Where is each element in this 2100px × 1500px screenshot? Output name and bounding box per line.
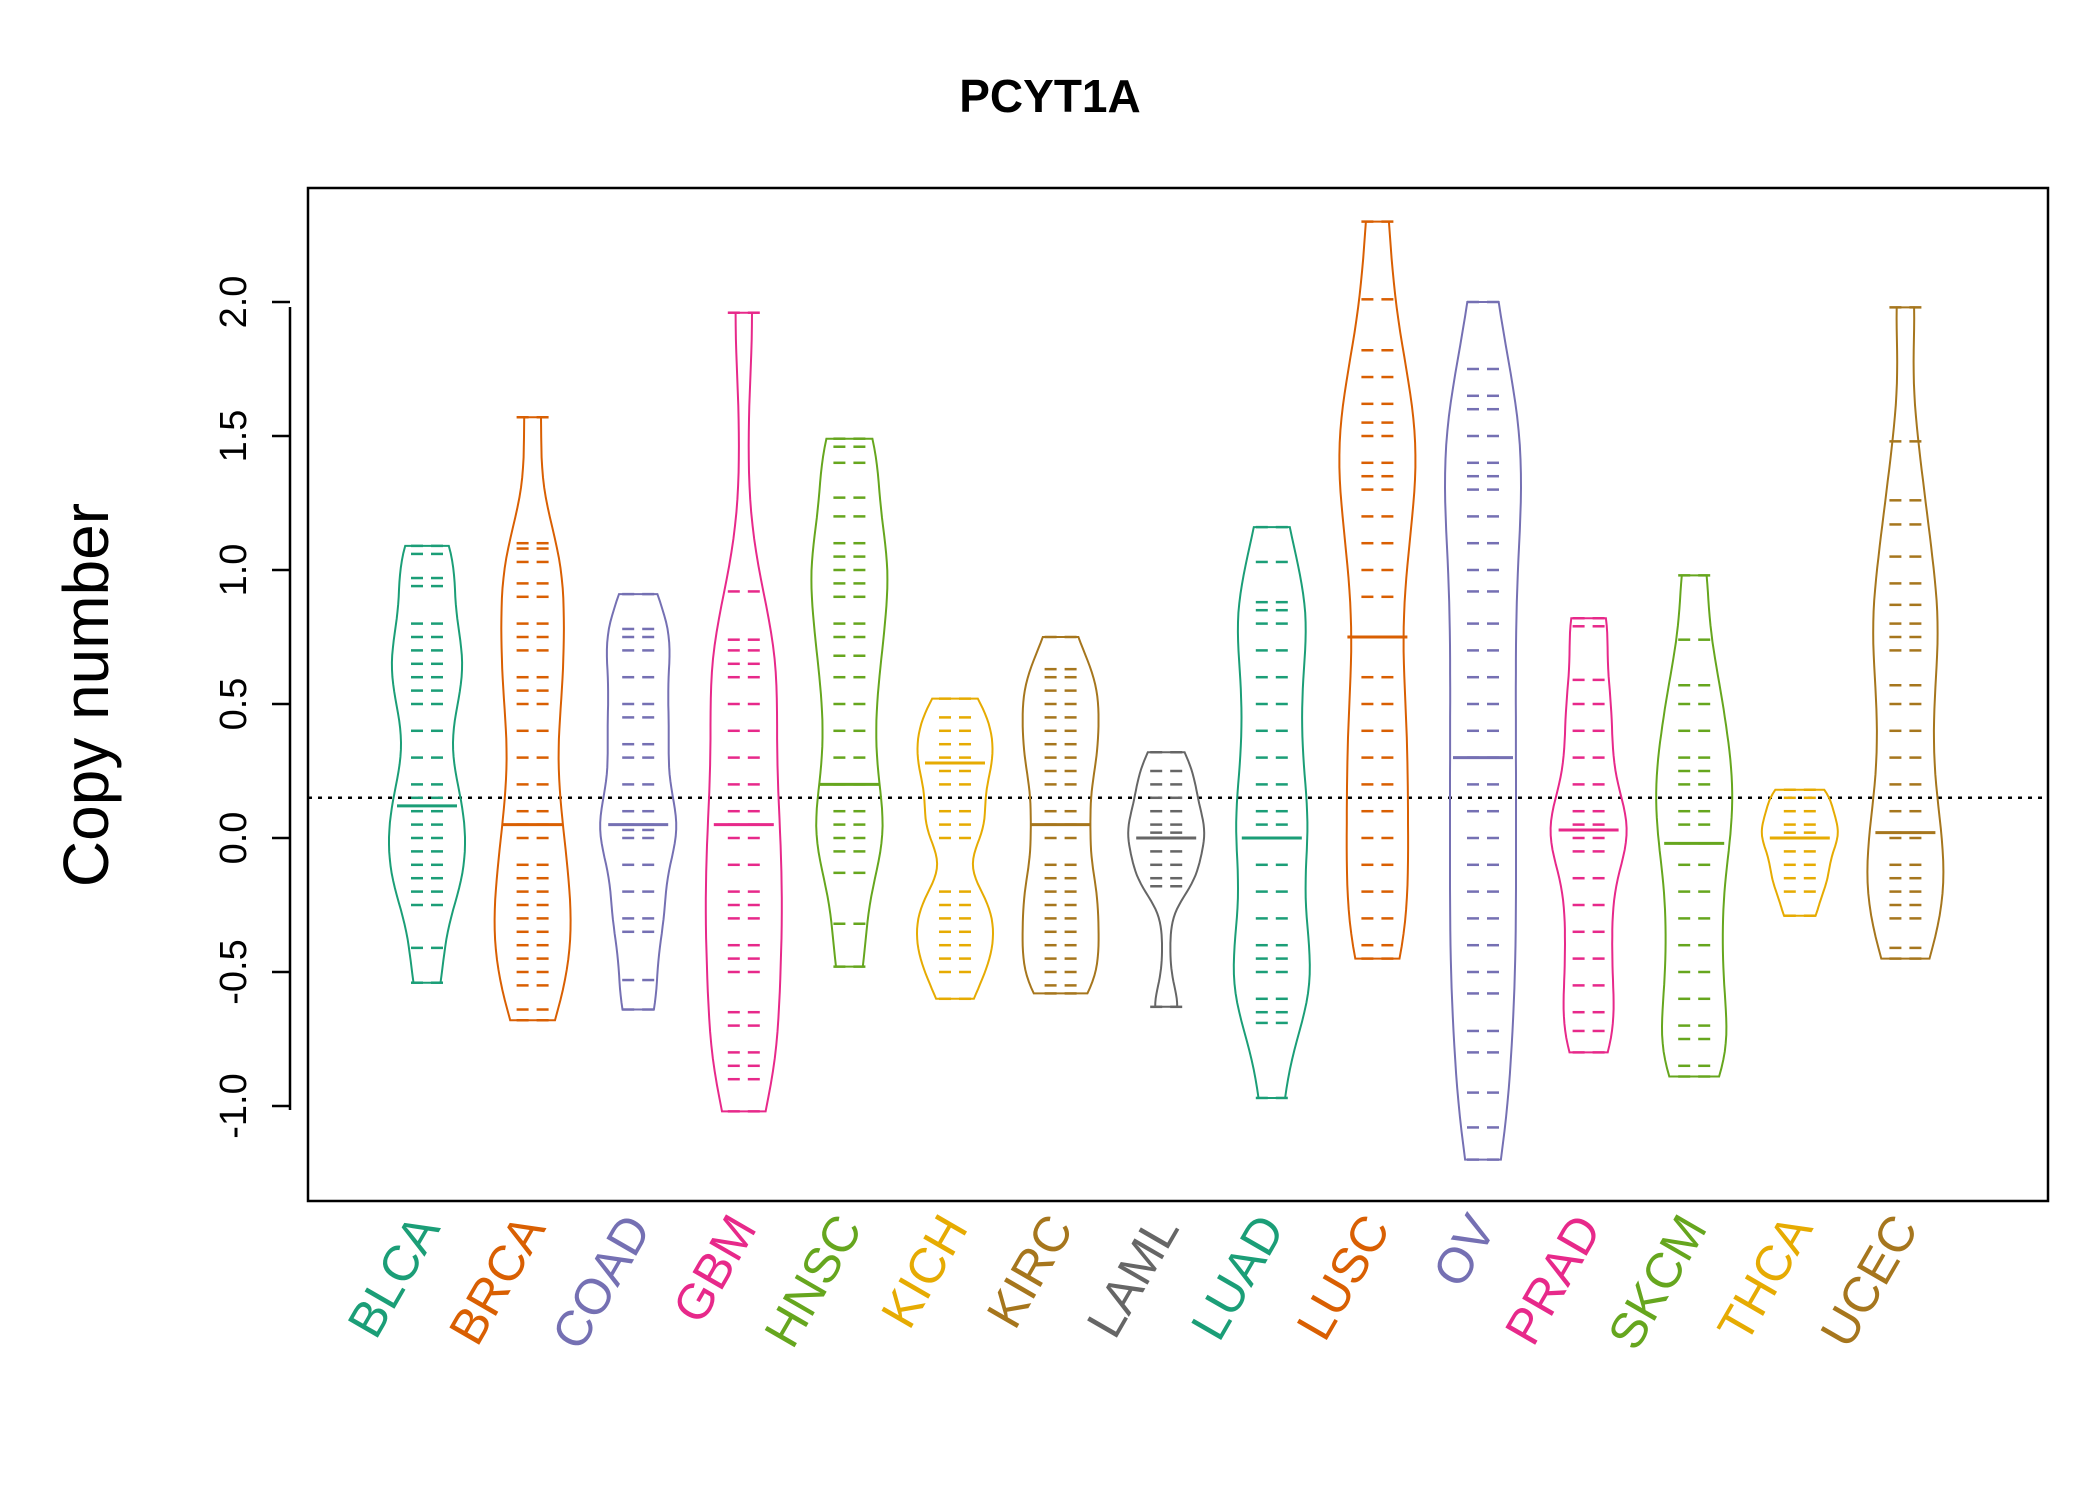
x-tick-label: BRCA bbox=[438, 1205, 556, 1354]
bean-kich bbox=[915, 697, 995, 1001]
bean-outline bbox=[493, 416, 572, 1022]
x-tick-label: SKCM bbox=[1597, 1206, 1718, 1359]
x-tick-label: LUSC bbox=[1286, 1206, 1401, 1350]
y-axis-ticks: -1.0 -0.5 0.0 0.5 1.0 1.5 2.0 bbox=[213, 276, 290, 1139]
bean-laml bbox=[1127, 750, 1206, 1009]
bean-brca bbox=[493, 415, 572, 1022]
x-tick-label: BLCA bbox=[337, 1205, 451, 1347]
bean-outline bbox=[1021, 636, 1100, 995]
y-tick-label: -0.5 bbox=[213, 939, 255, 1004]
bean-outline bbox=[1866, 306, 1945, 960]
y-tick-label: 0.5 bbox=[213, 678, 255, 731]
x-tick-label: KIRC bbox=[976, 1206, 1084, 1337]
bean-outline bbox=[388, 544, 466, 984]
plot-area bbox=[306, 186, 2050, 1203]
x-tick-label: GBM bbox=[662, 1206, 767, 1333]
x-tick-label: LUAD bbox=[1180, 1206, 1295, 1350]
bean-outline bbox=[1127, 751, 1206, 1008]
bean-ucec bbox=[1866, 306, 1945, 960]
bean-ov bbox=[1443, 300, 1523, 1161]
bean-outline bbox=[1549, 617, 1628, 1054]
x-tick-label: LAML bbox=[1076, 1206, 1190, 1347]
x-tick-label: COAD bbox=[541, 1206, 662, 1359]
bean-outline bbox=[1443, 301, 1523, 1161]
bean-hnsc bbox=[810, 437, 889, 968]
y-axis-label: Copy number bbox=[50, 503, 122, 887]
bean-outline bbox=[810, 437, 889, 968]
bean-outline bbox=[1655, 574, 1734, 1078]
x-tick-label: OV bbox=[1422, 1205, 1507, 1296]
bean-thca bbox=[1760, 788, 1839, 917]
bean-kirc bbox=[1021, 635, 1100, 995]
bean-coad bbox=[599, 592, 678, 1011]
y-tick-label: 2.0 bbox=[213, 276, 255, 329]
bean-outline bbox=[1232, 526, 1311, 1099]
y-tick-label: 1.5 bbox=[213, 410, 255, 463]
beans bbox=[388, 220, 1945, 1161]
chart-title: PCYT1A bbox=[959, 70, 1140, 122]
bean-blca bbox=[388, 544, 466, 984]
bean-outline bbox=[915, 697, 995, 1000]
y-tick-label: 0.0 bbox=[213, 812, 255, 865]
x-tick-label: HNSC bbox=[754, 1206, 873, 1357]
bean-outline bbox=[704, 311, 783, 1113]
bean-gbm bbox=[704, 311, 783, 1113]
bean-skcm bbox=[1655, 574, 1734, 1078]
bean-outline bbox=[1338, 220, 1417, 960]
x-tick-label: UCEC bbox=[1810, 1206, 1929, 1357]
y-tick-label: 1.0 bbox=[213, 544, 255, 597]
x-tick-label: PRAD bbox=[1494, 1206, 1612, 1354]
bean-outline bbox=[1760, 788, 1839, 917]
bean-prad bbox=[1549, 616, 1628, 1054]
x-tick-label: KICH bbox=[870, 1206, 978, 1337]
bean-luad bbox=[1232, 525, 1311, 1100]
bean-outline bbox=[599, 593, 678, 1011]
x-tick-label: THCA bbox=[1707, 1205, 1824, 1351]
bean-lusc bbox=[1338, 220, 1417, 960]
y-tick-label: -1.0 bbox=[213, 1073, 255, 1138]
